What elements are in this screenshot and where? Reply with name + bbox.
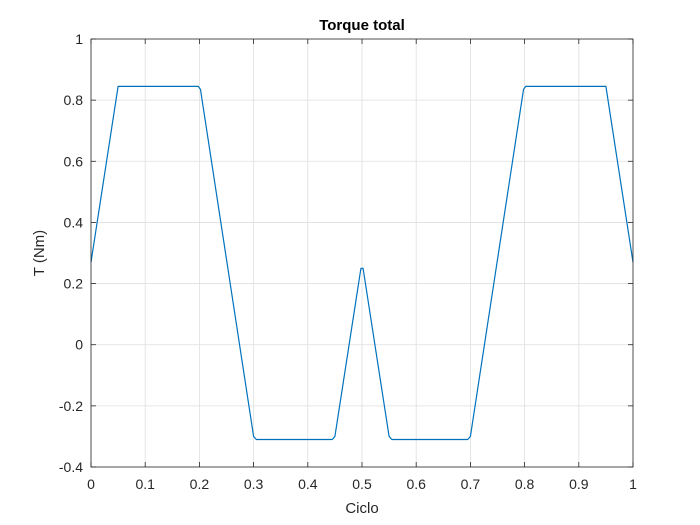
series-line bbox=[90, 85, 634, 441]
y-tick-label: 0.6 bbox=[64, 153, 84, 169]
x-tick-label: 0.1 bbox=[135, 476, 155, 492]
x-tick-label: 0.9 bbox=[569, 476, 589, 492]
x-tick-label: 0.2 bbox=[190, 476, 210, 492]
x-tick-label: 0.5 bbox=[352, 476, 372, 492]
y-axis-label: T (Nm) bbox=[31, 230, 48, 276]
y-tick-label: 0.4 bbox=[64, 214, 84, 230]
x-axis-label: Ciclo bbox=[345, 500, 378, 517]
x-tick-label: 0.3 bbox=[244, 476, 264, 492]
x-tick-label: 0.7 bbox=[461, 476, 481, 492]
x-tick-label: 0.8 bbox=[515, 476, 535, 492]
ticks: 0 0.1 0.2 0.3 0.4 0.5 0.6 0.7 0.8 0.9 1 -0.4 -0.2 0 0.… bbox=[59, 31, 637, 492]
x-tick-label: 0 bbox=[87, 476, 95, 492]
y-tick-label: 0 bbox=[75, 337, 83, 353]
x-tick-label: 1 bbox=[629, 476, 637, 492]
y-tick-label: 0.8 bbox=[64, 92, 84, 108]
y-tick-label: -0.4 bbox=[59, 459, 83, 475]
series-layer bbox=[90, 85, 634, 441]
y-tick-label: 0.2 bbox=[64, 276, 84, 292]
chart-title: Torque total bbox=[319, 17, 405, 34]
x-tick-label: 0.4 bbox=[298, 476, 318, 492]
y-tick-label: -0.2 bbox=[59, 398, 83, 414]
y-tick-label: 1 bbox=[75, 31, 83, 47]
x-tick-label: 0.6 bbox=[406, 476, 426, 492]
